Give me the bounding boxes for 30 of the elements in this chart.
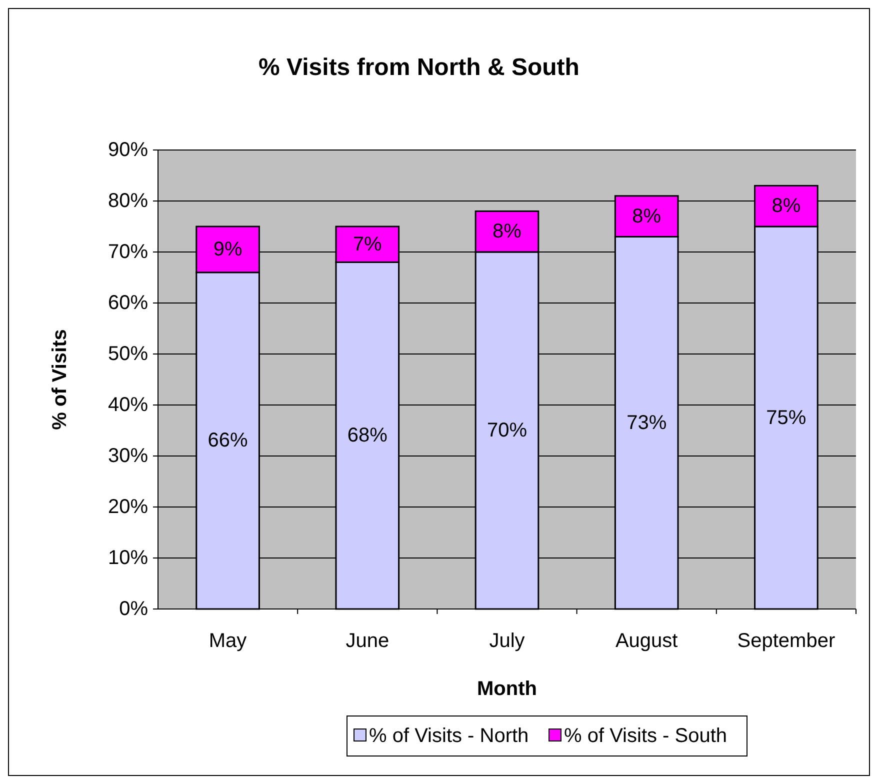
legend-label: % of Visits - South [564,725,728,747]
x-tick-label: May [208,630,247,652]
data-label: 66% [208,430,248,452]
y-tick-label: 20% [108,496,148,518]
data-label: 70% [486,420,528,442]
data-label: 9% [213,238,242,260]
chart-title: % Visits from North & South [258,54,580,81]
y-tick-label: 80% [108,190,148,212]
x-axis-title: Month [477,678,537,700]
y-axis-title: % of Visits [49,329,71,430]
y-tick-label: 0% [119,598,148,620]
y-tick-label: 10% [108,547,148,569]
data-label: 73% [626,412,667,434]
y-tick-label: 30% [108,445,148,467]
y-tick-label: 70% [108,241,148,263]
y-tick-label: 50% [108,343,148,365]
data-label: 8% [492,220,522,243]
data-label: 8% [632,205,662,228]
x-tick-label: June [346,630,390,652]
x-tick-label: September [737,630,836,652]
data-label: 7% [352,233,382,256]
y-tick-label: 90% [108,139,148,161]
y-tick-label: 60% [108,292,148,314]
y-tick-label: 40% [108,394,148,416]
legend-label: % of Visits - North [369,725,529,747]
x-tick-label: August [615,630,678,652]
data-label: 68% [347,424,388,447]
data-label: 8% [772,195,801,218]
data-label: 75% [766,406,806,429]
x-tick-label: July [489,630,525,652]
